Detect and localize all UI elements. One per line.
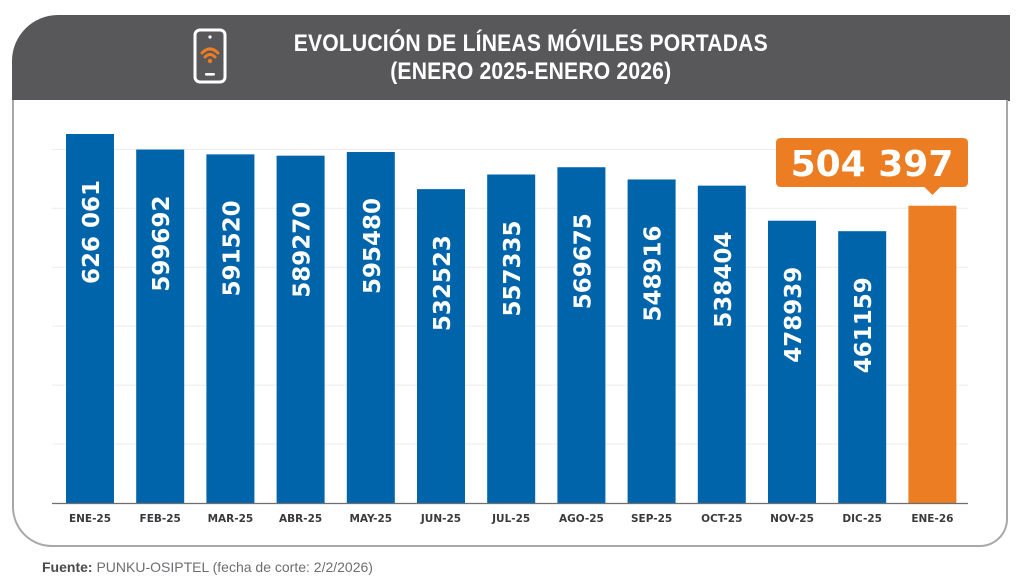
x-tick-label: ENE-26: [911, 513, 953, 525]
x-tick-label: JUN-25: [420, 513, 461, 525]
highlight-callout: [776, 138, 968, 195]
bar-abr-25: [276, 155, 325, 503]
bar-ene-25: [66, 134, 114, 503]
x-tick-label: ENE-25: [69, 513, 111, 525]
bar-value-label: 626 061: [79, 180, 105, 284]
bar-feb-25: [136, 149, 185, 503]
bar-value-label: 599692: [149, 196, 175, 292]
bar-value-label: 589270: [290, 202, 316, 298]
chart-header: EVOLUCIÓN DE LÍNEAS MÓVILES PORTADAS (EN…: [12, 15, 1010, 101]
x-tick-label: NOV-25: [770, 513, 814, 525]
x-tick-label: DIC-25: [842, 513, 882, 525]
bar-value-label: 538404: [711, 232, 737, 328]
x-tick-label: OCT-25: [701, 513, 742, 525]
bar-jul-25: [487, 174, 536, 503]
smartphone-wifi-icon: [193, 28, 227, 84]
bar-may-25: [346, 152, 395, 504]
chart-title-line2: (ENERO 2025-ENERO 2026): [389, 58, 671, 85]
bar-value-label: 532523: [430, 235, 456, 331]
bar-value-label: 595480: [360, 198, 386, 294]
x-tick-label: JUL-25: [491, 513, 530, 525]
chart-title: EVOLUCIÓN DE LÍNEAS MÓVILES PORTADAS (EN…: [255, 30, 768, 86]
bar-oct-25: [697, 185, 746, 504]
source-label: Fuente:: [42, 559, 93, 575]
bar-sep-25: [627, 179, 676, 503]
x-tick-label: FEB-25: [140, 513, 181, 525]
bar-jun-25: [417, 189, 465, 504]
source-text: PUNKU-OSIPTEL (fecha de corte: 2/2/2026): [96, 559, 373, 575]
bar-value-label: 591520: [219, 200, 245, 296]
bar-mar-25: [206, 154, 255, 503]
source-note: Fuente: PUNKU-OSIPTEL (fecha de corte: 2…: [42, 559, 373, 575]
bar-value-label: 478939: [781, 267, 807, 363]
bar-value-label: 569675: [570, 213, 596, 309]
x-tick-label: MAR-25: [208, 513, 254, 525]
title-wrap: EVOLUCIÓN DE LÍNEAS MÓVILES PORTADAS (EN…: [12, 15, 1010, 101]
x-tick-label: AGO-25: [559, 513, 604, 525]
bar-value-label: 461159: [851, 277, 877, 373]
x-tick-label: SEP-25: [631, 513, 672, 525]
bar-ene-26: [908, 205, 957, 504]
bar-nov-25: [768, 220, 816, 503]
bar-dic-25: [838, 231, 887, 503]
chart-title-line1: EVOLUCIÓN DE LÍNEAS MÓVILES PORTADAS: [293, 30, 768, 57]
x-tick-label: MAY-25: [349, 513, 392, 525]
x-tick-label: ABR-25: [279, 513, 322, 525]
bar-value-label: 557335: [500, 221, 526, 317]
highlight-callout-value: 504 397: [791, 144, 954, 185]
bar-ago-25: [557, 167, 606, 503]
bar-value-label: 548916: [641, 225, 667, 321]
